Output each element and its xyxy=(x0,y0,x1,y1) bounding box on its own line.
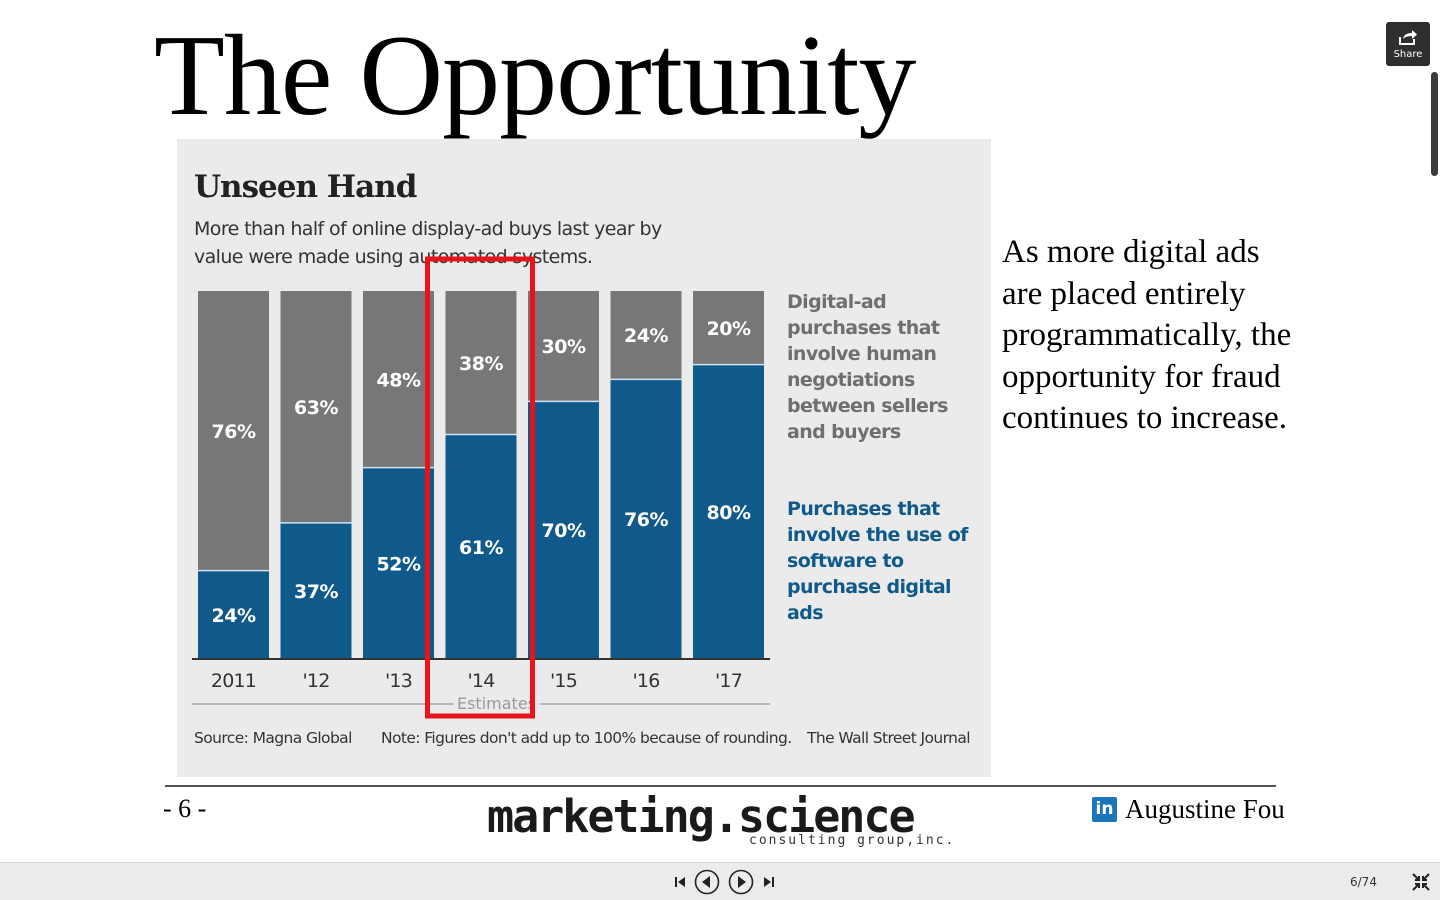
bar-label-software-2: 52% xyxy=(377,553,421,575)
bar-label-human-6: 20% xyxy=(707,318,751,340)
estimates-label: Estimates xyxy=(457,694,536,713)
x-tick-label-0: 2011 xyxy=(211,670,256,692)
share-icon xyxy=(1399,30,1417,45)
bar-label-software-4: 70% xyxy=(542,520,586,542)
page-number: - 6 - xyxy=(163,794,207,823)
footer-divider xyxy=(165,785,1276,787)
company-logo: marketing.science consulting group,inc. xyxy=(487,790,967,856)
bar-label-human-0: 76% xyxy=(212,421,256,443)
logo-tagline: consulting group,inc. xyxy=(749,833,956,848)
author-name: Augustine Fou xyxy=(1125,794,1285,824)
bar-label-software-5: 76% xyxy=(624,509,668,531)
bar-software-1 xyxy=(280,522,352,659)
author-credit: in Augustine Fou xyxy=(1092,794,1285,825)
legend-human-negotiation: Digital-ad purchases that involve human … xyxy=(787,291,948,443)
stacked-bar-chart: 76% 24% 2011 63% 37% '12 48% 52% '13 38% 61% '14 30%… xyxy=(192,256,770,719)
slide-body-text: As more digital ads are placed entirely … xyxy=(1002,234,1292,436)
bar-software-0 xyxy=(198,570,269,659)
exit-fullscreen-button[interactable] xyxy=(1408,863,1434,900)
infographic-title: Unseen Hand xyxy=(194,169,417,205)
highlight-box xyxy=(425,256,535,719)
bar-label-software-6: 80% xyxy=(707,502,751,524)
x-tick-label-1: '12 xyxy=(303,670,330,692)
scrollbar-thumb[interactable] xyxy=(1431,72,1438,176)
share-label: Share xyxy=(1393,49,1423,60)
bar-label-human-1: 63% xyxy=(294,397,338,419)
slide-title: The Opportunity xyxy=(154,12,916,140)
exit-fullscreen-icon xyxy=(1412,873,1430,891)
slide-counter: 6/74 xyxy=(1350,875,1377,889)
rounding-note: Note: Figures don't add up to 100% becau… xyxy=(381,729,792,747)
bar-software-3 xyxy=(445,434,517,659)
share-button[interactable]: Share xyxy=(1386,22,1430,66)
bar-label-software-3: 61% xyxy=(459,537,503,559)
player-controls: 6/74 xyxy=(0,862,1440,900)
previous-slide-button[interactable] xyxy=(693,863,721,900)
bar-software-4 xyxy=(528,401,599,659)
bar-label-human-3: 38% xyxy=(459,353,503,375)
bar-software-6 xyxy=(693,364,764,659)
bar-software-5 xyxy=(610,379,682,659)
first-slide-button[interactable] xyxy=(670,863,690,900)
play-icon xyxy=(728,869,754,895)
skip-to-start-icon xyxy=(675,877,685,887)
x-tick-label-2: '13 xyxy=(385,670,412,692)
slide: The Opportunity Unseen Hand More than ha… xyxy=(154,12,1292,856)
source-note: Source: Magna Global xyxy=(194,729,352,747)
x-tick-label-4: '15 xyxy=(550,670,577,692)
bar-software-2 xyxy=(363,467,434,659)
previous-icon xyxy=(694,869,720,895)
estimates-label-bg xyxy=(453,692,540,714)
bar-label-software-1: 37% xyxy=(294,581,338,603)
bar-label-human-2: 48% xyxy=(377,369,421,391)
last-slide-button[interactable] xyxy=(759,863,779,900)
skip-to-end-icon xyxy=(764,877,774,887)
logo-wordmark: marketing.science xyxy=(487,790,916,843)
legend-software-purchase: Purchases that involve the use of softwa… xyxy=(787,498,968,624)
publisher-credit: The Wall Street Journal xyxy=(807,729,971,747)
x-tick-label-5: '16 xyxy=(633,670,660,692)
x-tick-label-6: '17 xyxy=(715,670,742,692)
bar-label-human-4: 30% xyxy=(542,336,586,358)
infographic-subtitle: More than half of online display-ad buys… xyxy=(194,218,662,268)
play-button[interactable] xyxy=(727,863,755,900)
infographic: Unseen Hand More than half of online dis… xyxy=(177,139,991,777)
linkedin-icon: in xyxy=(1092,797,1117,822)
bar-label-software-0: 24% xyxy=(212,605,256,627)
x-tick-label-3: '14 xyxy=(468,670,496,692)
bar-label-human-5: 24% xyxy=(624,325,668,347)
